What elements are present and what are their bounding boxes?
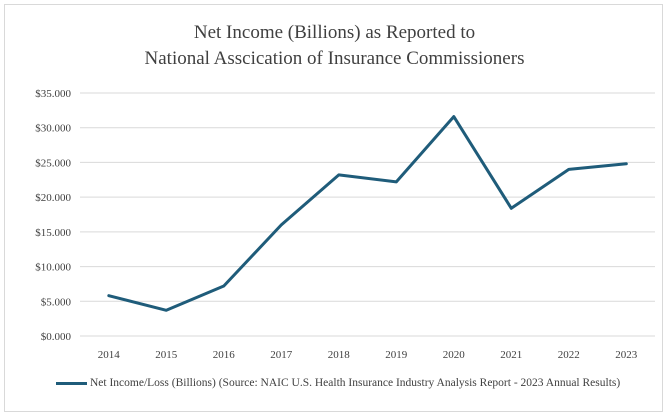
- x-tick-label: 2015: [155, 349, 178, 361]
- data-point: [625, 162, 628, 166]
- data-point: [337, 173, 340, 177]
- y-tick-label: $15.000: [35, 227, 71, 239]
- legend-swatch: [56, 382, 87, 385]
- data-point: [567, 168, 570, 171]
- chart-title-line-1: Net Income (Billions) as Reported to: [193, 22, 476, 43]
- data-point: [280, 223, 283, 227]
- y-tick-label: $10.000: [35, 262, 71, 274]
- data-point: [222, 284, 225, 288]
- y-tick-label: $5.000: [41, 296, 72, 308]
- chart-frame: [4, 4, 663, 412]
- data-point: [452, 115, 455, 118]
- x-tick-label: 2020: [443, 349, 466, 361]
- x-tick-label: 2014: [98, 349, 121, 361]
- series-line-0: [107, 115, 628, 312]
- x-tick-label: 2016: [213, 349, 236, 361]
- x-tick-label: 2021: [500, 349, 522, 361]
- x-tick-label: 2022: [558, 349, 580, 361]
- x-tick-label: 2017: [270, 349, 293, 361]
- data-point: [107, 294, 110, 297]
- y-tick-label: $30.000: [35, 123, 71, 135]
- data-point: [510, 207, 513, 210]
- legend-label: Net Income/Loss (Billions) (Source: NAIC…: [90, 377, 621, 389]
- x-tick-label: 2023: [615, 349, 638, 361]
- y-tick-label: $35.000: [35, 88, 71, 100]
- chart-title-line-2: National Asscication of Insurance Commis…: [144, 48, 525, 69]
- y-tick-label: $25.000: [35, 157, 71, 169]
- y-tick-label: $0.000: [41, 331, 72, 343]
- data-point: [165, 309, 168, 312]
- x-tick-label: 2019: [385, 349, 408, 361]
- x-tick-label: 2018: [328, 349, 351, 361]
- data-point: [395, 180, 398, 184]
- y-tick-label: $20.000: [35, 192, 71, 204]
